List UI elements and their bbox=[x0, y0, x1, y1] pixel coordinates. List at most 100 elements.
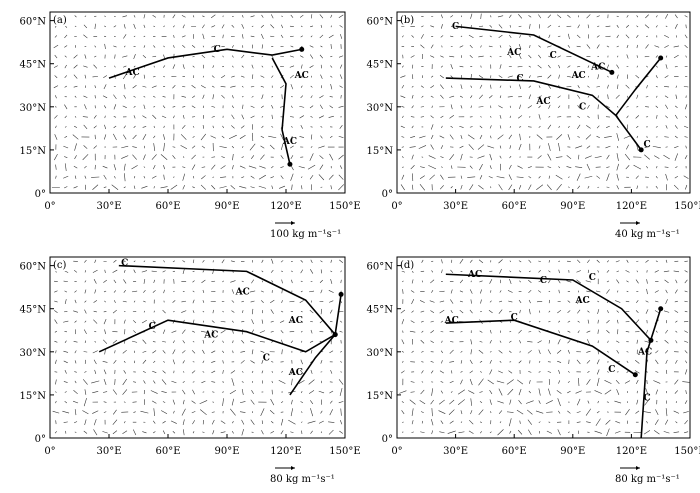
wind-vector bbox=[685, 15, 688, 17]
trajectory bbox=[641, 309, 661, 438]
trajectory-end bbox=[339, 292, 344, 297]
wind-vector bbox=[664, 45, 668, 47]
wind-vector bbox=[441, 24, 442, 28]
wind-vector bbox=[665, 350, 668, 353]
wind-vector bbox=[113, 95, 116, 99]
wind-vector bbox=[441, 421, 443, 424]
wind-vector bbox=[200, 400, 207, 403]
wind-vector bbox=[559, 126, 560, 128]
wind-vector bbox=[586, 125, 590, 128]
wind-vector bbox=[213, 430, 214, 434]
wind-vector bbox=[559, 65, 560, 68]
wind-vector bbox=[469, 144, 474, 149]
wind-vector bbox=[636, 300, 638, 302]
wind-vector bbox=[279, 380, 286, 383]
wind-vector bbox=[85, 75, 86, 79]
wind-vector bbox=[617, 174, 619, 181]
wind-vector bbox=[654, 46, 659, 48]
wind-vector bbox=[340, 34, 342, 39]
wind-vector bbox=[55, 372, 58, 373]
wind-vector bbox=[94, 146, 97, 149]
wind-vector bbox=[568, 126, 569, 128]
wind-vector bbox=[636, 176, 639, 179]
wind-vector bbox=[341, 271, 342, 273]
annotation: C bbox=[214, 45, 221, 55]
wind-vector bbox=[558, 411, 560, 414]
wind-vector bbox=[223, 370, 224, 374]
wind-vector bbox=[105, 116, 106, 118]
wind-vector bbox=[242, 281, 244, 282]
wind-vector bbox=[164, 290, 165, 293]
wind-vector bbox=[310, 341, 313, 342]
wind-vector bbox=[143, 290, 145, 293]
wind-vector bbox=[85, 290, 86, 294]
y-tick-label: 15°N bbox=[367, 146, 394, 157]
wind-vector bbox=[193, 300, 194, 304]
wind-vector bbox=[164, 260, 165, 262]
wind-vector bbox=[341, 280, 342, 283]
wind-vector bbox=[223, 360, 224, 363]
wind-vector bbox=[251, 155, 254, 158]
wind-vector bbox=[212, 412, 215, 413]
wind-vector bbox=[221, 421, 225, 424]
wind-vector bbox=[232, 289, 234, 293]
wind-vector bbox=[637, 400, 638, 405]
wind-vector bbox=[549, 311, 550, 312]
wind-vector bbox=[682, 382, 690, 383]
wind-vector bbox=[85, 341, 86, 343]
wind-vector bbox=[655, 270, 659, 272]
wind-vector bbox=[301, 331, 302, 332]
wind-vector bbox=[105, 44, 106, 49]
wind-vector bbox=[497, 176, 505, 177]
wind-vector bbox=[637, 340, 638, 344]
wind-vector bbox=[280, 167, 283, 168]
wind-vector bbox=[450, 36, 453, 37]
wind-vector bbox=[587, 164, 590, 170]
wind-vector bbox=[460, 380, 462, 385]
wind-vector bbox=[595, 431, 602, 433]
wind-vector bbox=[606, 167, 609, 168]
wind-vector bbox=[75, 351, 76, 354]
wind-vector bbox=[163, 421, 166, 423]
wind-vector bbox=[183, 115, 184, 119]
x-tick-label: 0° bbox=[391, 446, 402, 457]
wind-vector bbox=[55, 431, 57, 433]
wind-vector bbox=[281, 25, 282, 28]
wind-vector bbox=[173, 147, 176, 148]
wind-vector bbox=[656, 25, 657, 27]
wind-vector bbox=[92, 391, 98, 393]
wind-vector bbox=[616, 95, 620, 99]
wind-vector bbox=[282, 349, 283, 354]
wind-vector bbox=[64, 381, 68, 382]
wind-vector bbox=[539, 400, 541, 403]
wind-vector bbox=[115, 350, 116, 353]
wind-vector bbox=[143, 301, 145, 302]
wind-vector bbox=[470, 360, 472, 364]
panel-frame bbox=[50, 12, 345, 193]
wind-vector bbox=[56, 350, 57, 353]
wind-vector bbox=[607, 310, 608, 313]
wind-vector bbox=[498, 429, 504, 435]
annotation: AC bbox=[203, 330, 218, 340]
wind-vector bbox=[301, 401, 303, 402]
wind-vector bbox=[529, 321, 531, 322]
wind-vector bbox=[153, 341, 156, 342]
wind-vector bbox=[430, 85, 433, 87]
wind-vector bbox=[467, 177, 475, 178]
wind-vector bbox=[301, 46, 302, 47]
wind-vector bbox=[310, 55, 313, 59]
wind-vector bbox=[152, 56, 156, 57]
wind-vector bbox=[558, 321, 560, 322]
wind-vector bbox=[182, 96, 186, 97]
wind-vector bbox=[568, 331, 571, 332]
x-tick-label: 150°E bbox=[329, 446, 360, 457]
wind-vector bbox=[646, 421, 647, 423]
wind-vector bbox=[301, 422, 302, 423]
wind-vector bbox=[55, 75, 58, 77]
wind-vector bbox=[607, 281, 609, 282]
annotation: C bbox=[643, 394, 650, 404]
wind-vector bbox=[193, 291, 195, 292]
wind-vector bbox=[509, 135, 512, 139]
wind-vector bbox=[645, 25, 649, 28]
wind-vector bbox=[310, 46, 314, 48]
